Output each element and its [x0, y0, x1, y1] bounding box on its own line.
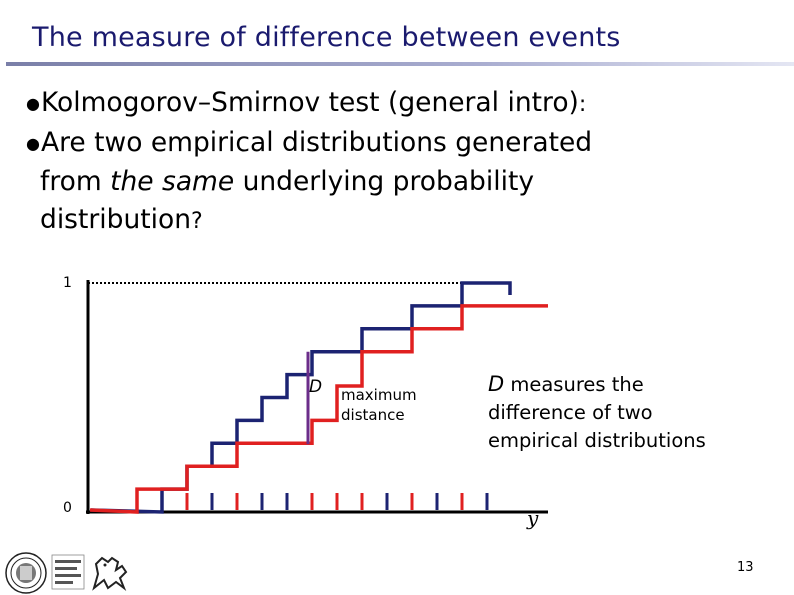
d-explanation: D measures the difference of two empiric… — [488, 370, 706, 455]
slide-title: The measure of difference between events — [32, 22, 621, 53]
bullet-question: ●Are two empirical distributions generat… — [26, 124, 766, 163]
bullet-question-line2: from the same underlying probability — [26, 163, 766, 201]
y-tick-bottom: 0 — [63, 500, 72, 516]
d-explanation-line2: difference of two — [488, 401, 653, 424]
title-underline — [6, 62, 794, 66]
x-axis-label: y — [527, 506, 539, 530]
max-distance-label: maximum distance — [341, 385, 417, 425]
bullet-question-line3: distribution? — [26, 201, 766, 241]
bullet-ks-test: ●Kolmogorov–Smirnov test (general intro)… — [26, 84, 766, 124]
d-label: D — [309, 377, 323, 397]
sample-ticks — [135, 493, 489, 510]
page-number: 13 — [737, 560, 754, 575]
bullet-icon: ● — [26, 93, 40, 113]
bullet-question-d: distribution — [40, 203, 192, 235]
d-explanation-line1: measures the — [504, 373, 644, 396]
sample-b-ecdf-line — [89, 304, 548, 514]
bullet-question-emphasis: the same — [110, 165, 235, 197]
bullet-ks-text: Kolmogorov–Smirnov test (general intro) — [40, 87, 579, 118]
chart-axes — [86, 280, 548, 514]
university-seal-logo — [5, 552, 47, 594]
y-tick-top: 1 — [63, 275, 72, 291]
sample-a-ecdf-line — [90, 281, 512, 514]
ecdf-lines — [89, 281, 548, 514]
bullet-question-mark: ? — [191, 208, 203, 234]
max-distance-line2: distance — [341, 406, 405, 424]
lion-emblem-logo — [92, 556, 128, 591]
max-distance-line1: maximum — [341, 386, 417, 404]
bullet-question-b: from — [40, 165, 111, 197]
bullet-list: ●Kolmogorov–Smirnov test (general intro)… — [26, 84, 766, 241]
bullet-ks-colon: : — [578, 92, 587, 117]
d-explanation-line3: empirical distributions — [488, 429, 706, 452]
bullet-question-c: underlying probability — [234, 165, 535, 197]
bullet-question-a: Are two empirical distributions generate… — [40, 127, 593, 158]
bullet-icon: ● — [26, 133, 40, 153]
d-explanation-symbol: D — [488, 372, 505, 396]
institution-text-logo — [51, 554, 85, 590]
